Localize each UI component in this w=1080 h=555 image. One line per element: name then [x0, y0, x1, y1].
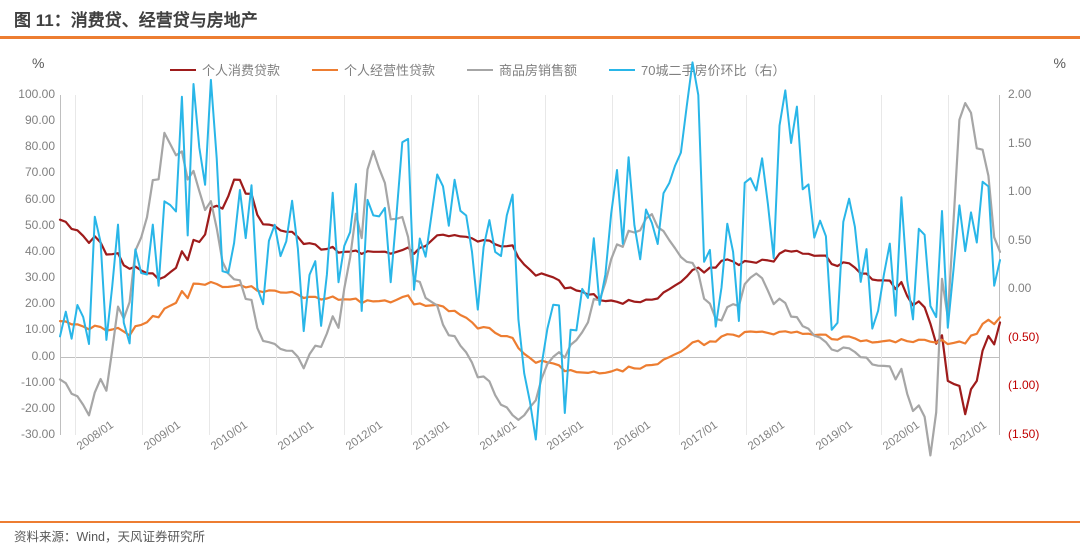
- legend-swatch-consumer-loan: [170, 69, 196, 71]
- y-axis-right-tick-label: 0.00: [1008, 281, 1068, 295]
- series-line-个人经营性贷款: [60, 282, 1000, 373]
- legend-item-business-loan: 个人经营性贷款: [312, 60, 435, 79]
- y-axis-left-tick-label: 90.00: [5, 113, 55, 127]
- y-axis-right-tick-label: (0.50): [1008, 330, 1068, 344]
- y-axis-right-tick-label: (1.50): [1008, 427, 1068, 441]
- y-axis-left-tick-label: 10.00: [5, 322, 55, 336]
- legend-label-business-loan: 个人经营性贷款: [344, 60, 435, 79]
- y-axis-right-tick-label: (1.00): [1008, 378, 1068, 392]
- header-rule: [0, 36, 1080, 39]
- y-axis-left-tick-label: 30.00: [5, 270, 55, 284]
- legend-label-home-price: 70城二手房价环比（右）: [641, 60, 785, 79]
- legend-swatch-housing-sales: [467, 69, 493, 71]
- y-axis-left-tick-label: -10.00: [5, 375, 55, 389]
- y-axis-left-tick-label: 80.00: [5, 139, 55, 153]
- y-axis-left-tick-label: -30.00: [5, 427, 55, 441]
- y-axis-left-tick-label: 20.00: [5, 296, 55, 310]
- legend-swatch-business-loan: [312, 69, 338, 71]
- y-axis-right-tick-label: 1.50: [1008, 136, 1068, 150]
- legend-label-consumer-loan: 个人消费贷款: [202, 60, 280, 79]
- pct-label-left: %: [32, 55, 44, 71]
- line-series-plot: [60, 95, 1000, 435]
- y-axis-left-tick-label: 0.00: [5, 349, 55, 363]
- y-axis-left-tick-label: 50.00: [5, 218, 55, 232]
- y-axis-left-tick-label: -20.00: [5, 401, 55, 415]
- pct-label-right: %: [1054, 55, 1066, 71]
- footer-rule: [0, 521, 1080, 523]
- series-line-70城二手房价环比（右）: [60, 62, 1000, 439]
- legend-item-consumer-loan: 个人消费贷款: [170, 60, 280, 79]
- y-axis-right-tick-label: 0.50: [1008, 233, 1068, 247]
- chart-legend: 个人消费贷款 个人经营性贷款 商品房销售额 70城二手房价环比（右）: [170, 60, 812, 79]
- legend-label-housing-sales: 商品房销售额: [499, 60, 577, 79]
- legend-item-housing-sales: 商品房销售额: [467, 60, 577, 79]
- y-axis-left-tick-label: 60.00: [5, 192, 55, 206]
- footer-text: 资料来源：Wind，天风证券研究所: [14, 526, 205, 545]
- series-line-个人消费贷款: [60, 180, 1000, 415]
- y-axis-left-tick-label: 100.00: [5, 87, 55, 101]
- legend-swatch-home-price: [609, 69, 635, 71]
- y-axis-left-tick-label: 40.00: [5, 244, 55, 258]
- legend-item-home-price: 70城二手房价环比（右）: [609, 60, 785, 79]
- chart-plot-area: 100.00 90.00 80.00 70.00 60.00 50.00 40.00 30.0…: [60, 95, 1000, 435]
- y-axis-right-tick-label: 1.00: [1008, 184, 1068, 198]
- chart-title: 图 11：消费贷、经营贷与房地产: [14, 6, 258, 31]
- y-axis-left-tick-label: 70.00: [5, 165, 55, 179]
- y-axis-right-tick-label: 2.00: [1008, 87, 1068, 101]
